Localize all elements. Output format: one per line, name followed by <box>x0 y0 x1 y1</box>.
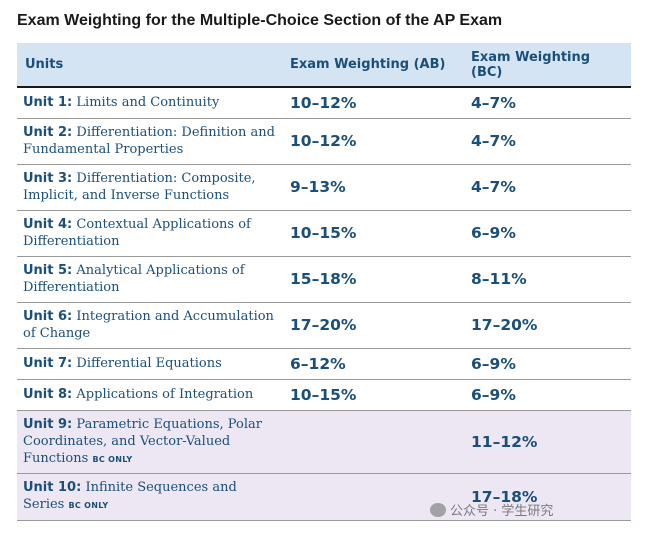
unit-number: Unit 1: <box>23 95 73 111</box>
watermark: 公众号 · 学生研究 <box>430 500 553 519</box>
page-title: Exam Weighting for the Multiple-Choice S… <box>17 12 503 29</box>
header-weighting-bc: Exam Weighting (BC) <box>464 43 631 88</box>
unit-name: Limits and Continuity <box>76 95 220 111</box>
unit-number: Unit 8: <box>23 387 73 402</box>
unit-number: Unit 7: <box>23 356 73 371</box>
unit-name: Differentiation: Definition and Fundamen… <box>23 125 275 157</box>
unit-number: Unit 2: <box>23 125 73 140</box>
weight-ab: 10–12% <box>284 87 464 119</box>
unit-name: Applications of Integration <box>76 387 254 402</box>
header-weighting-ab: Exam Weighting (AB) <box>284 43 464 88</box>
unit-name: Contextual Applications of Differentiati… <box>23 217 251 249</box>
weight-ab: 6–12% <box>284 348 464 380</box>
unit-cell: Unit 5: Analytical Applications of Diffe… <box>17 256 284 303</box>
wechat-icon <box>430 503 446 517</box>
unit-cell: Unit 6: Integration and Accumulation of … <box>17 302 284 349</box>
weight-ab: 10–15% <box>284 210 464 257</box>
exam-weighting-table: Units Exam Weighting (AB) Exam Weighting… <box>17 43 631 521</box>
unit-cell: Unit 1: Limits and Continuity <box>17 87 284 119</box>
table-row: Unit 1: Limits and Continuity 10–12% 4–7… <box>17 87 631 119</box>
table-header-row: Units Exam Weighting (AB) Exam Weighting… <box>17 43 631 88</box>
unit-name: Parametric Equations, Polar Coordinates,… <box>23 416 262 466</box>
weight-bc: 8–11% <box>464 256 631 303</box>
weight-bc: 6–9% <box>464 210 631 257</box>
watermark-text: 公众号 · 学生研究 <box>450 504 554 519</box>
table-row: Unit 3: Differentiation: Composite, Impl… <box>17 164 631 211</box>
unit-cell: Unit 4: Contextual Applications of Diffe… <box>17 210 284 257</box>
unit-number: Unit 3: <box>23 171 73 186</box>
unit-number: Unit 5: <box>23 263 73 278</box>
unit-cell: Unit 7: Differential Equations <box>17 348 284 380</box>
unit-cell: Unit 3: Differentiation: Composite, Impl… <box>17 164 284 211</box>
table-row-bc-only: Unit 10: Infinite Sequences and Series B… <box>17 473 631 521</box>
weight-bc: 11–12% <box>464 410 631 474</box>
table-row-bc-only: Unit 9: Parametric Equations, Polar Coor… <box>17 410 631 474</box>
table-row: Unit 7: Differential Equations 6–12% 6–9… <box>17 348 631 380</box>
weight-bc: 4–7% <box>464 87 631 119</box>
unit-number: Unit 10: <box>23 480 82 495</box>
unit-cell: Unit 8: Applications of Integration <box>17 379 284 411</box>
bc-only-tag: BC ONLY <box>92 454 133 464</box>
unit-cell: Unit 10: Infinite Sequences and Series B… <box>17 473 284 521</box>
table-row: Unit 5: Analytical Applications of Diffe… <box>17 256 631 303</box>
weight-bc: 17–20% <box>464 302 631 349</box>
unit-name: Integration and Accumulation of Change <box>23 309 274 341</box>
unit-cell: Unit 9: Parametric Equations, Polar Coor… <box>17 410 284 474</box>
unit-name: Infinite Sequences and Series <box>23 480 237 512</box>
weight-bc: 6–9% <box>464 379 631 411</box>
weight-ab <box>284 410 464 474</box>
unit-name: Differentiation: Composite, Implicit, an… <box>23 171 256 203</box>
weight-ab: 10–12% <box>284 118 464 165</box>
weight-ab: 9–13% <box>284 164 464 211</box>
table-row: Unit 4: Contextual Applications of Diffe… <box>17 210 631 257</box>
unit-name: Analytical Applications of Differentiati… <box>23 263 245 295</box>
header-units: Units <box>17 43 284 88</box>
table-row: Unit 6: Integration and Accumulation of … <box>17 302 631 349</box>
weight-ab: 15–18% <box>284 256 464 303</box>
weight-ab: 10–15% <box>284 379 464 411</box>
unit-number: Unit 9: <box>23 416 73 432</box>
weight-ab: 17–20% <box>284 302 464 349</box>
weight-bc: 17–18% <box>464 473 631 521</box>
weight-bc: 4–7% <box>464 118 631 165</box>
unit-name: Differential Equations <box>76 356 222 371</box>
table-row: Unit 8: Applications of Integration 10–1… <box>17 379 631 411</box>
unit-cell: Unit 2: Differentiation: Definition and … <box>17 118 284 165</box>
weight-bc: 4–7% <box>464 164 631 211</box>
unit-number: Unit 6: <box>23 309 73 324</box>
table-row: Unit 2: Differentiation: Definition and … <box>17 118 631 165</box>
weight-bc: 6–9% <box>464 348 631 380</box>
unit-number: Unit 4: <box>23 217 73 232</box>
bc-only-tag: BC ONLY <box>68 501 109 510</box>
